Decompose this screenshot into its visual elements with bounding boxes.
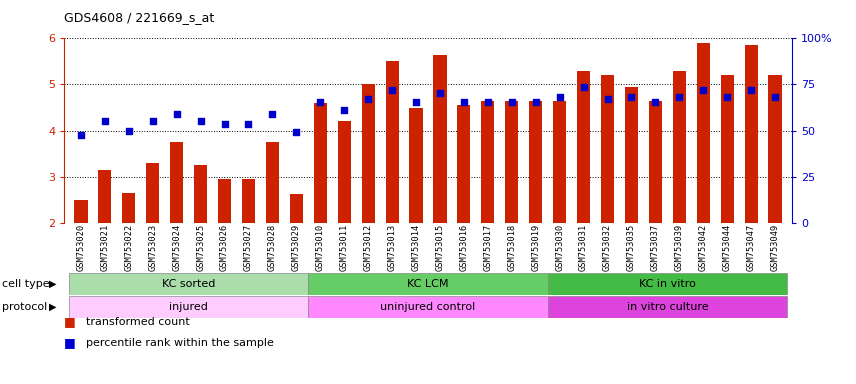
Point	[265, 111, 279, 118]
Bar	[266, 142, 279, 223]
Point	[673, 94, 687, 101]
Point	[98, 118, 112, 124]
Bar	[194, 165, 207, 223]
Point	[313, 99, 327, 105]
Point	[457, 99, 471, 105]
Point	[529, 99, 543, 105]
Point	[289, 129, 303, 135]
Point	[649, 99, 663, 105]
Bar	[553, 101, 566, 223]
Bar	[433, 55, 447, 223]
Bar	[769, 75, 782, 223]
Bar	[69, 296, 308, 318]
Point	[481, 99, 495, 105]
Bar	[74, 200, 87, 223]
Point	[505, 99, 519, 105]
Bar	[409, 108, 423, 223]
Point	[122, 127, 135, 134]
Text: KC LCM: KC LCM	[407, 279, 449, 289]
Point	[768, 94, 782, 101]
Point	[577, 84, 591, 90]
Bar	[385, 61, 399, 223]
Point	[217, 121, 231, 127]
Text: ■: ■	[64, 315, 76, 328]
Point	[361, 96, 375, 102]
Text: percentile rank within the sample: percentile rank within the sample	[86, 338, 273, 348]
Point	[625, 94, 639, 101]
Point	[193, 118, 207, 124]
Bar	[601, 75, 614, 223]
Text: KC sorted: KC sorted	[162, 279, 216, 289]
Text: transformed count: transformed count	[86, 317, 189, 327]
Bar	[721, 75, 734, 223]
Bar	[308, 296, 548, 318]
Bar	[313, 103, 327, 223]
Point	[553, 94, 567, 101]
Bar	[625, 87, 638, 223]
Point	[409, 99, 423, 105]
Bar	[649, 101, 662, 223]
Text: cell type: cell type	[2, 279, 50, 289]
Point	[169, 111, 183, 118]
Point	[601, 96, 615, 102]
Bar	[697, 43, 710, 223]
Bar	[242, 179, 255, 223]
Bar	[361, 84, 375, 223]
Point	[146, 118, 159, 124]
Point	[721, 94, 734, 101]
Bar	[548, 273, 787, 295]
Text: injured: injured	[169, 302, 208, 312]
Text: protocol: protocol	[2, 302, 47, 312]
Bar	[577, 71, 590, 223]
Text: KC in vitro: KC in vitro	[639, 279, 696, 289]
Bar	[481, 101, 495, 223]
Bar	[529, 101, 543, 223]
Bar	[218, 179, 231, 223]
Point	[241, 121, 255, 127]
Point	[744, 87, 758, 93]
Bar	[505, 101, 519, 223]
Bar	[170, 142, 183, 223]
Bar	[548, 296, 787, 318]
Text: ■: ■	[64, 336, 76, 349]
Point	[74, 132, 88, 138]
Bar	[337, 121, 351, 223]
Bar	[122, 193, 135, 223]
Bar	[146, 163, 159, 223]
Text: uninjured control: uninjured control	[380, 302, 476, 312]
Bar	[290, 194, 303, 223]
Bar	[69, 273, 308, 295]
Bar	[98, 170, 111, 223]
Text: ▶: ▶	[49, 279, 56, 289]
Text: GDS4608 / 221669_s_at: GDS4608 / 221669_s_at	[64, 12, 215, 25]
Point	[337, 107, 351, 113]
Point	[697, 87, 710, 93]
Bar	[457, 105, 471, 223]
Text: ▶: ▶	[49, 302, 56, 312]
Point	[433, 90, 447, 96]
Text: in vitro culture: in vitro culture	[627, 302, 708, 312]
Bar	[308, 273, 548, 295]
Bar	[745, 45, 758, 223]
Point	[385, 87, 399, 93]
Bar	[673, 71, 686, 223]
